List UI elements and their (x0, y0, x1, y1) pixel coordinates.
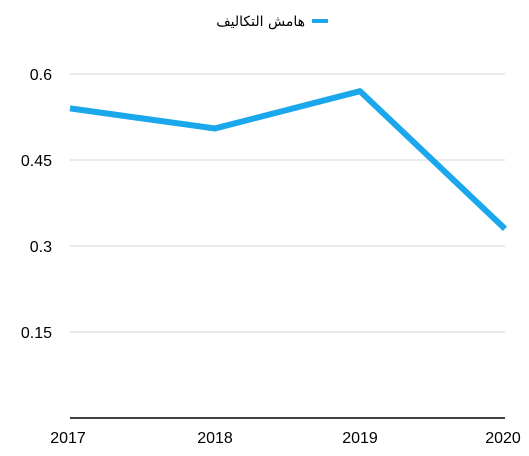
y-tick-label: 0.15 (21, 325, 52, 342)
x-tick-label: 2018 (197, 430, 233, 447)
x-tick-label: 2019 (342, 430, 378, 447)
x-tick-label: 2017 (50, 430, 86, 447)
x-tick-label: 2020 (485, 430, 521, 447)
y-axis-ticks: 0.15 0.3 0.45 0.6 (21, 67, 52, 342)
y-tick-label: 0.6 (30, 67, 52, 84)
y-tick-label: 0.3 (30, 239, 52, 256)
y-tick-label: 0.45 (21, 153, 52, 170)
legend: هامش التكاليف (216, 14, 328, 30)
legend-label: هامش التكاليف (216, 14, 305, 30)
x-axis-ticks: 2017 2018 2019 2020 (50, 430, 521, 447)
series-line (69, 88, 508, 231)
series-lines (69, 88, 508, 231)
grid-lines (70, 73, 505, 333)
